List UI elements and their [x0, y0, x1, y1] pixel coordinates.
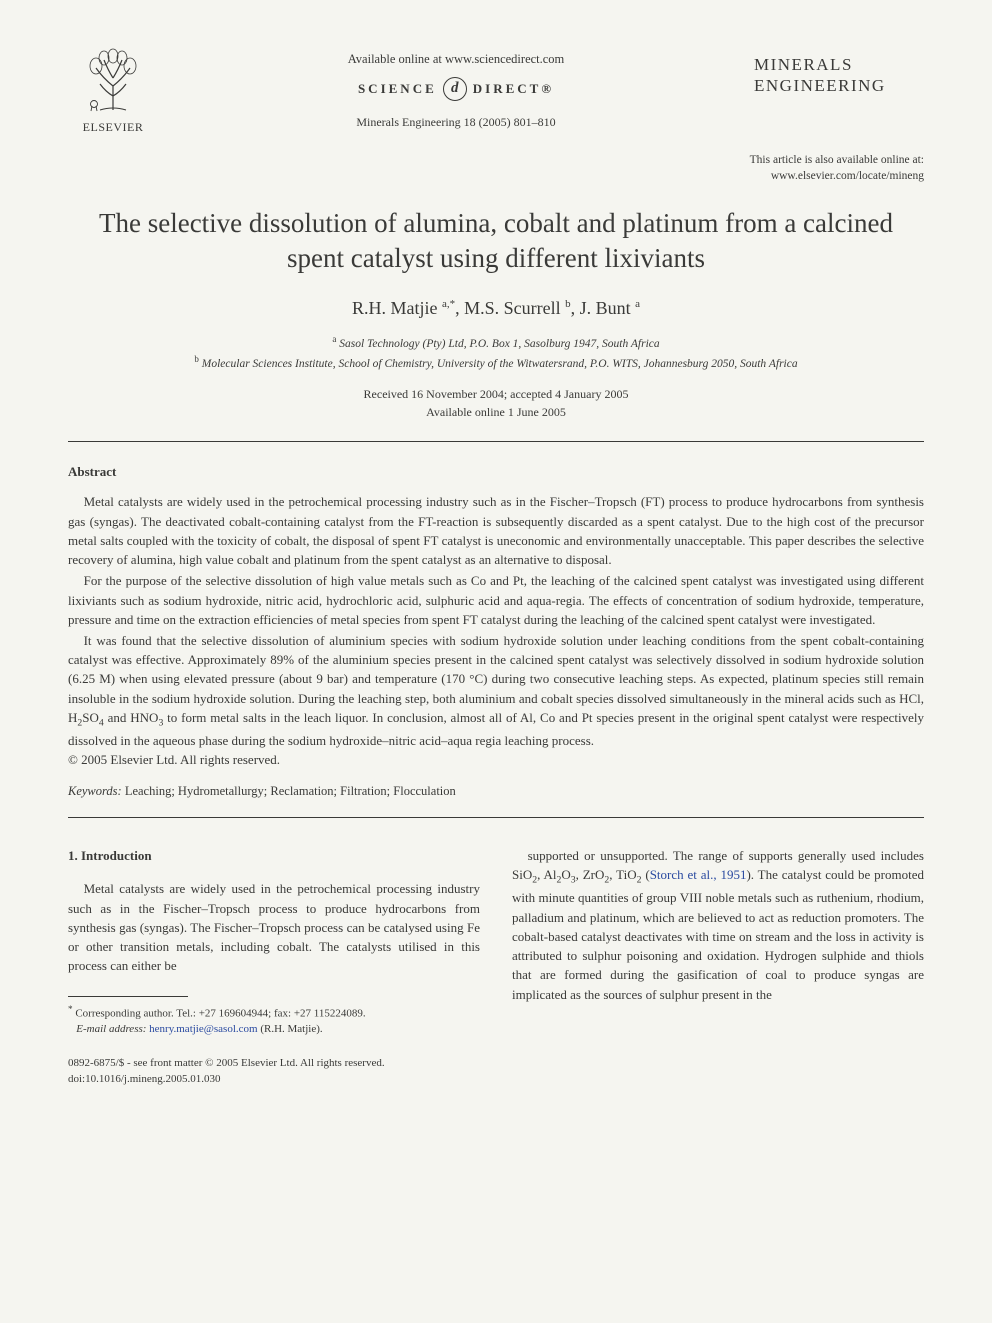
publisher-logo-block: ELSEVIER — [68, 48, 158, 135]
available-online-line: Available online at www.sciencedirect.co… — [158, 52, 754, 67]
keywords-list: Leaching; Hydrometallurgy; Reclamation; … — [125, 784, 456, 798]
dates-received: Received 16 November 2004; accepted 4 Ja… — [68, 385, 924, 403]
email-label: E-mail address: — [76, 1023, 146, 1035]
abstract-heading: Abstract — [68, 464, 924, 480]
publisher-label: ELSEVIER — [83, 120, 144, 135]
email-line: E-mail address: henry.matjie@sasol.com (… — [68, 1022, 480, 1038]
affiliation-b: b Molecular Sciences Institute, School o… — [68, 353, 924, 373]
doi: doi:10.1016/j.mineng.2005.01.030 — [68, 1072, 480, 1087]
affiliation-a: a Sasol Technology (Pty) Ltd, P.O. Box 1… — [68, 333, 924, 353]
journal-name-l2: ENGINEERING — [754, 75, 924, 96]
keywords: Keywords: Leaching; Hydrometallurgy; Rec… — [68, 784, 924, 799]
article-title: The selective dissolution of alumina, co… — [98, 206, 894, 276]
abstract: Abstract Metal catalysts are widely used… — [68, 464, 924, 768]
corr-text: Corresponding author. Tel.: +27 16960494… — [75, 1007, 365, 1019]
email-paren: (R.H. Matjie). — [260, 1023, 322, 1035]
body-columns: 1. Introduction Metal catalysts are wide… — [68, 846, 924, 1087]
rule-bottom — [68, 817, 924, 818]
header-row: ELSEVIER Available online at www.science… — [68, 48, 924, 135]
affiliations: a Sasol Technology (Pty) Ltd, P.O. Box 1… — [68, 333, 924, 373]
sd-symbol-icon: d — [443, 77, 467, 101]
col2-post: ). The catalyst could be promoted with m… — [512, 867, 924, 1001]
email-link[interactable]: henry.matjie@sasol.com — [149, 1023, 257, 1035]
section-heading: 1. Introduction — [68, 846, 480, 865]
dates: Received 16 November 2004; accepted 4 Ja… — [68, 385, 924, 421]
intro-p1: Metal catalysts are widely used in the p… — [68, 879, 480, 975]
abstract-p1: Metal catalysts are widely used in the p… — [68, 492, 924, 569]
also-online-l1: This article is also available online at… — [68, 153, 924, 169]
footnote-rule — [68, 996, 188, 997]
abstract-p2: For the purpose of the selective dissolu… — [68, 571, 924, 629]
keywords-label: Keywords: — [68, 784, 122, 798]
sciencedirect-logo: SCIENCE d DIRECT® — [358, 77, 554, 101]
intro-p1-cont: supported or unsupported. The range of s… — [512, 846, 924, 1004]
journal-name-l1: MINERALS — [754, 54, 924, 75]
corresponding-author: * Corresponding author. Tel.: +27 169604… — [68, 1003, 480, 1023]
front-matter: 0892-6875/$ - see front matter © 2005 El… — [68, 1056, 480, 1071]
also-online-l2: www.elsevier.com/locate/mineng — [68, 169, 924, 185]
section-title: Introduction — [81, 848, 152, 863]
footnote: * Corresponding author. Tel.: +27 169604… — [68, 1003, 480, 1039]
column-right: supported or unsupported. The range of s… — [512, 846, 924, 1087]
section-number: 1. — [68, 848, 78, 863]
copyright: © 2005 Elsevier Ltd. All rights reserved… — [68, 752, 924, 768]
abstract-p3: It was found that the selective dissolut… — [68, 631, 924, 750]
column-left: 1. Introduction Metal catalysts are wide… — [68, 846, 480, 1087]
citation: Minerals Engineering 18 (2005) 801–810 — [158, 115, 754, 130]
authors: R.H. Matjie a,*, M.S. Scurrell b, J. Bun… — [68, 298, 924, 319]
sd-left: SCIENCE — [358, 81, 437, 97]
reference-link[interactable]: Storch et al., 1951 — [650, 867, 747, 882]
sd-right: DIRECT® — [473, 81, 554, 97]
dates-online: Available online 1 June 2005 — [68, 403, 924, 421]
center-header: Available online at www.sciencedirect.co… — [158, 48, 754, 130]
footer-meta: 0892-6875/$ - see front matter © 2005 El… — [68, 1056, 480, 1087]
rule-top — [68, 441, 924, 442]
also-online-block: This article is also available online at… — [68, 153, 924, 184]
journal-name-block: MINERALS ENGINEERING — [754, 48, 924, 97]
elsevier-tree-icon — [78, 48, 148, 118]
